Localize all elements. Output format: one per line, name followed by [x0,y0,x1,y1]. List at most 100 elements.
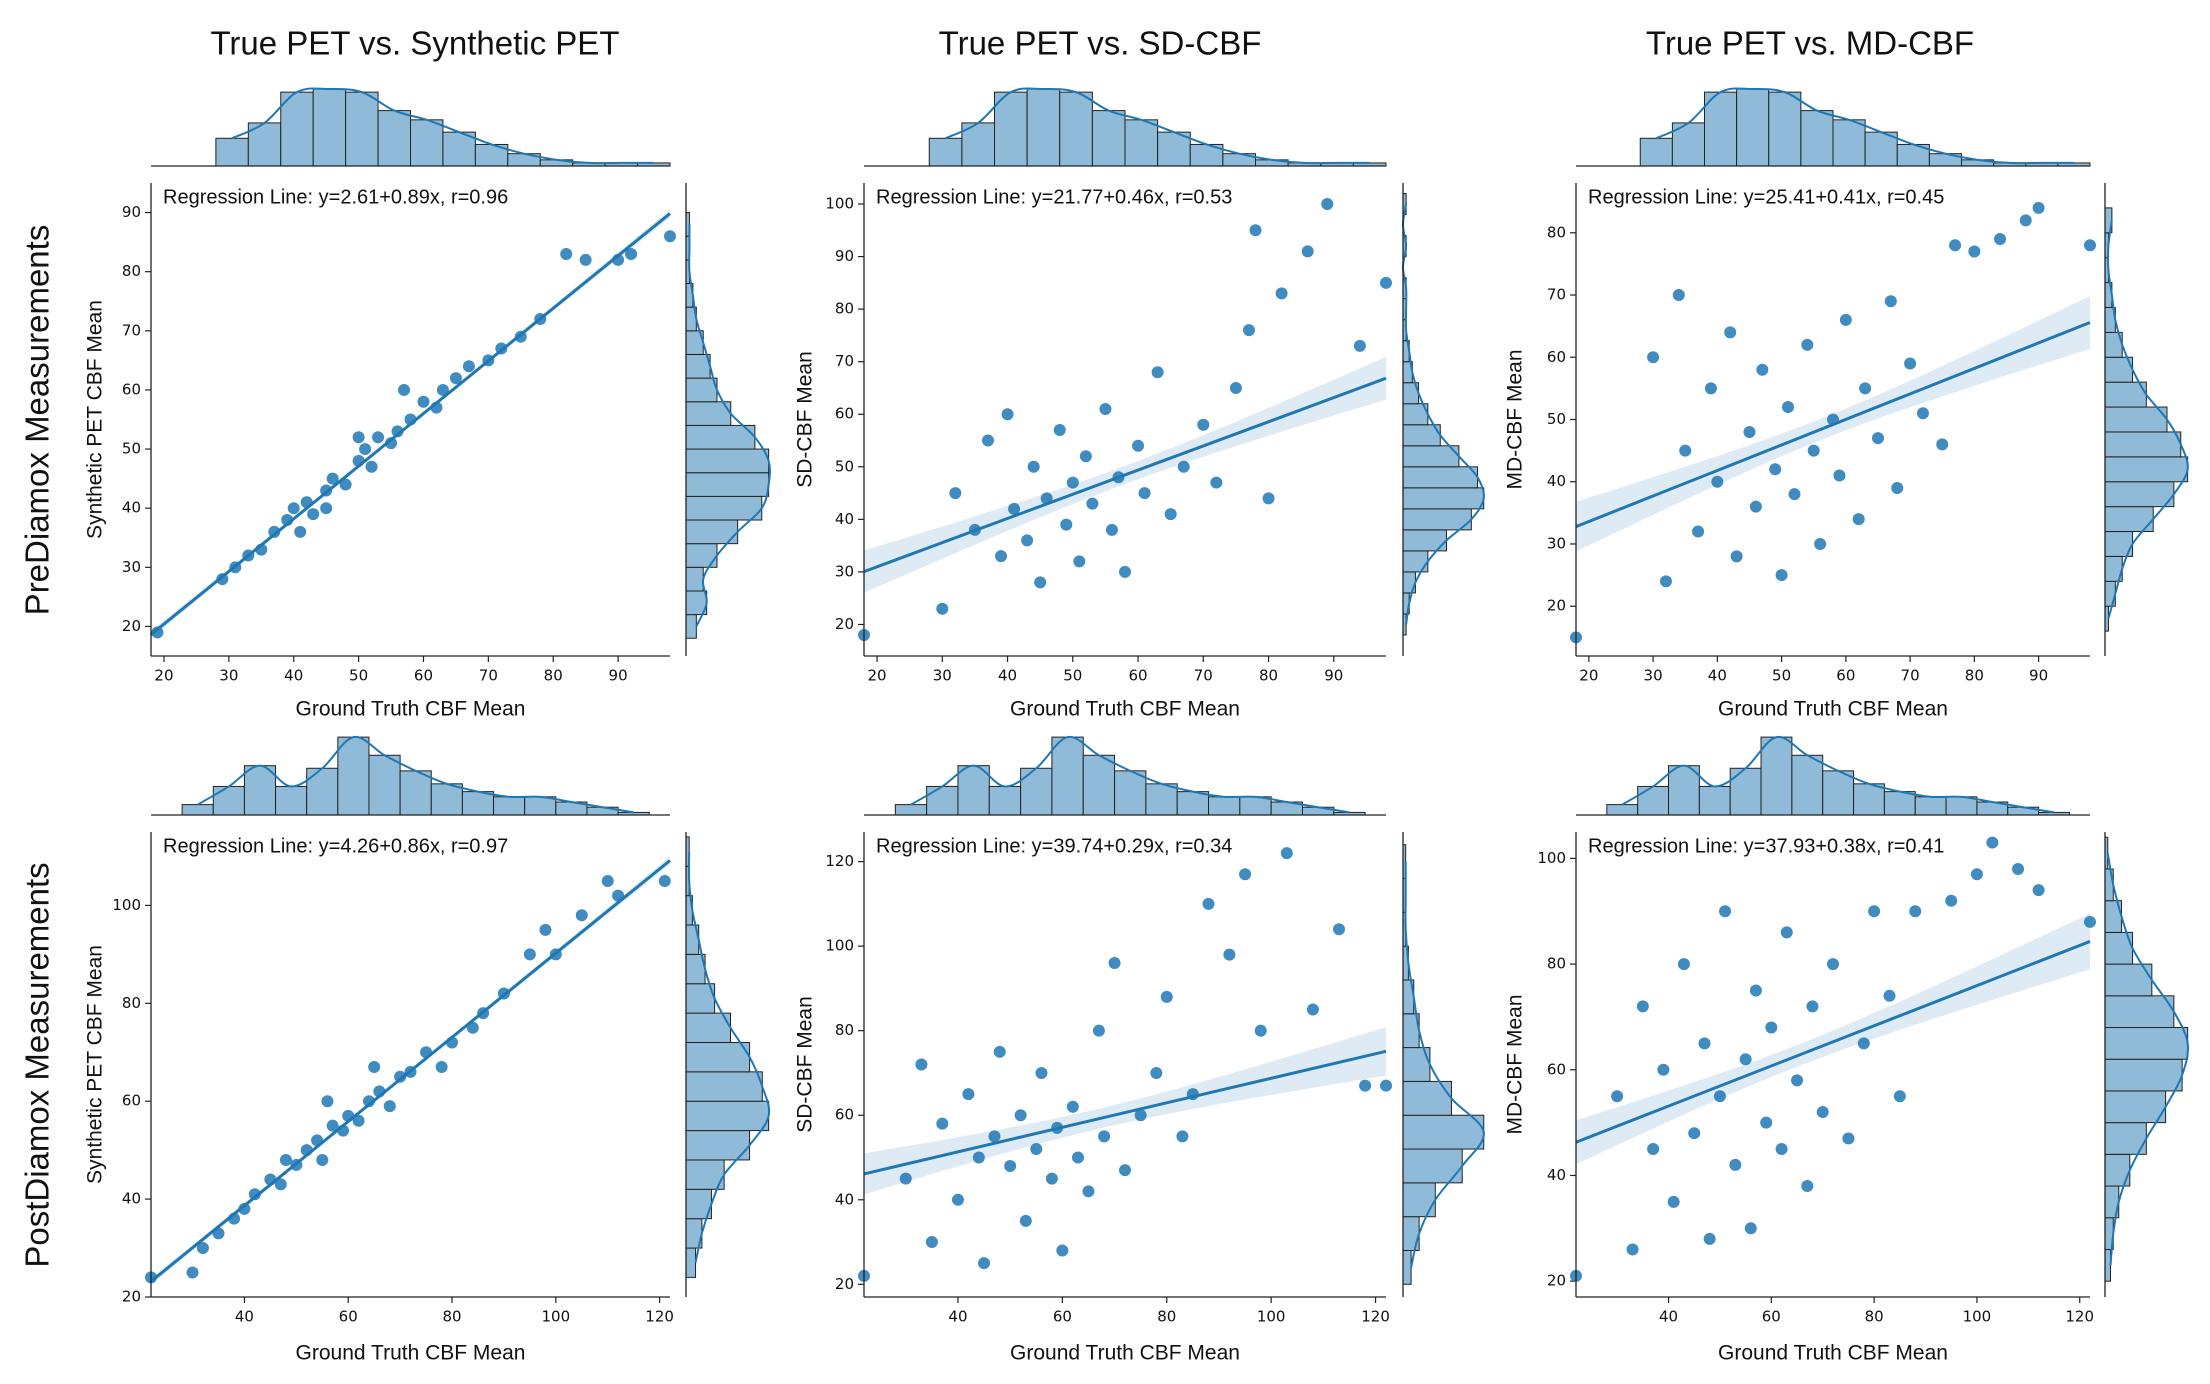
x-kde [1621,736,2055,814]
x-hist-bar [306,767,339,816]
y-tick-label: 80 [122,262,141,280]
y-tick-label: 40 [1547,472,1566,490]
point [449,372,462,385]
x-hist-bar [1051,736,1084,816]
point [1164,508,1177,521]
x-hist-bar [1768,91,1802,167]
point [1035,1066,1048,1079]
x-hist-bar [493,796,526,816]
point [1280,847,1293,860]
point [993,1045,1006,1058]
x-hist-bar [1864,131,1898,167]
point [1108,957,1121,970]
point [326,1119,339,1132]
point [1359,1079,1372,1092]
y-tick-label: 80 [1547,223,1566,241]
x-tick-label: 120 [645,1308,674,1326]
x-hist-bar [1883,791,1916,816]
point [1079,450,1092,463]
x-axis-label: Ground Truth CBF Mean [296,698,526,721]
y-hist-bar [1402,1250,1412,1285]
point [1380,276,1392,289]
point [1859,382,1872,395]
y-tick-label: 30 [835,562,854,580]
x-hist-bar [337,736,370,816]
y-tick-label: 40 [122,1190,141,1208]
point [268,525,281,538]
point [1916,407,1929,420]
point [1626,1243,1639,1256]
point [1883,989,1896,1002]
point [238,1202,251,1215]
point [575,909,588,922]
x-hist-bar [461,791,495,816]
x-tick-label: 30 [933,667,952,685]
regression-line [863,376,1387,574]
point [1066,1100,1079,1113]
point [1082,1185,1095,1198]
point [1816,1106,1829,1119]
point [560,247,573,260]
y-hist-bar [2104,995,2175,1029]
point [1086,497,1099,510]
x-hist-bar [1026,88,1061,167]
y-axis-label: SD-CBF Mean [794,996,817,1133]
point [1909,905,1922,918]
point [1072,1151,1085,1164]
point [1775,569,1788,582]
x-hist-bar [988,785,1022,816]
point [1019,1214,1032,1227]
point [2019,214,2032,227]
point [1353,339,1366,352]
point [2012,862,2025,875]
x-hist-bar [1239,796,1272,816]
x-hist-bar [1637,785,1670,816]
x-tick-label: 20 [868,667,887,685]
point [1692,525,1705,538]
y-tick-label: 60 [122,380,141,398]
point [1827,958,1839,971]
point [1176,1130,1189,1143]
x-tick-label: 60 [414,667,433,685]
x-hist-bar [894,804,928,816]
point [579,253,592,266]
point [962,1088,975,1101]
point [1066,476,1079,489]
point [1151,366,1164,379]
point [951,1193,964,1206]
x-tick-label: 80 [544,667,563,685]
x-hist-bar [1606,804,1639,816]
point [1893,1090,1906,1103]
x-hist-bar [410,119,444,167]
x-tick-label: 30 [1644,667,1663,685]
point [1968,245,1981,258]
point [1150,1066,1163,1079]
point [2084,915,2096,928]
point [1262,492,1275,505]
point [383,1100,396,1113]
x-tick-label: 120 [2065,1308,2094,1326]
column-title: True PET vs. MD-CBF [1646,25,1974,62]
x-tick-label: 90 [1324,667,1343,685]
x-tick-label: 60 [1129,667,1148,685]
y-hist-bar [2104,431,2182,458]
point [1202,897,1215,910]
x-tick-label: 20 [1579,667,1598,685]
x-tick-label: 100 [1963,1308,1992,1326]
y-tick-label: 60 [835,405,854,423]
annotation: Regression Line: y=25.41+0.41x, r=0.45 [1588,186,1944,208]
y-hist-bar [1402,466,1479,489]
y-tick-label: 40 [1547,1166,1566,1184]
point [1677,958,1690,971]
y-kde [2107,220,2189,619]
y-tick-label: 40 [122,499,141,517]
y-tick-label: 100 [1537,849,1566,867]
point [1611,1090,1624,1103]
x-hist-bar [1914,796,1947,816]
point [523,948,536,961]
y-kde [688,224,771,627]
y-tick-label: 20 [1547,597,1566,615]
x-kde [1655,87,2074,165]
y-hist-bar [685,377,718,403]
point [339,478,352,491]
